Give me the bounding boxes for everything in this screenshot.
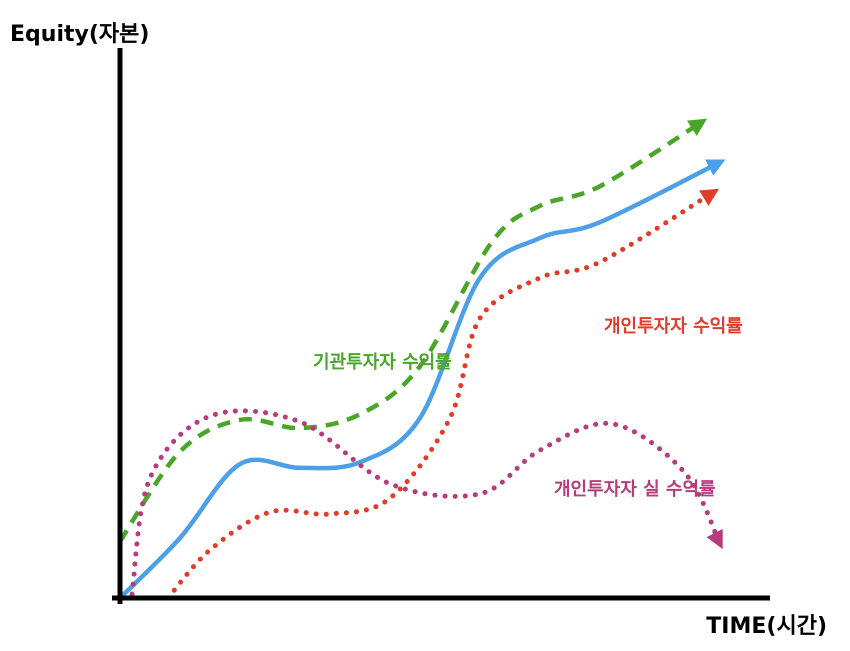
label-individual-real-return: 개인투자자 실 수익률 xyxy=(554,479,716,500)
series-institutional-arrowhead xyxy=(687,118,708,136)
series-institutional-line xyxy=(118,119,704,543)
series-labels: 기관투자자 수익률 개인투자자 수익률 개인투자자 실 수익률 xyxy=(313,316,743,500)
series-layer xyxy=(118,118,726,601)
series-individual-arrowhead xyxy=(699,188,720,206)
series-individual-real-line xyxy=(129,408,723,597)
label-individual-return: 개인투자자 수익률 xyxy=(604,316,743,337)
y-axis-title: Equity(자본) xyxy=(10,22,149,47)
label-institutional-return: 기관투자자 수익률 xyxy=(313,352,452,373)
series-equity-arrowhead xyxy=(705,159,726,176)
series-individual-real-arrowhead xyxy=(706,529,723,550)
series-individual-line xyxy=(165,189,717,601)
series-equity-line xyxy=(118,160,722,600)
x-axis-title: TIME(시간) xyxy=(706,614,827,639)
